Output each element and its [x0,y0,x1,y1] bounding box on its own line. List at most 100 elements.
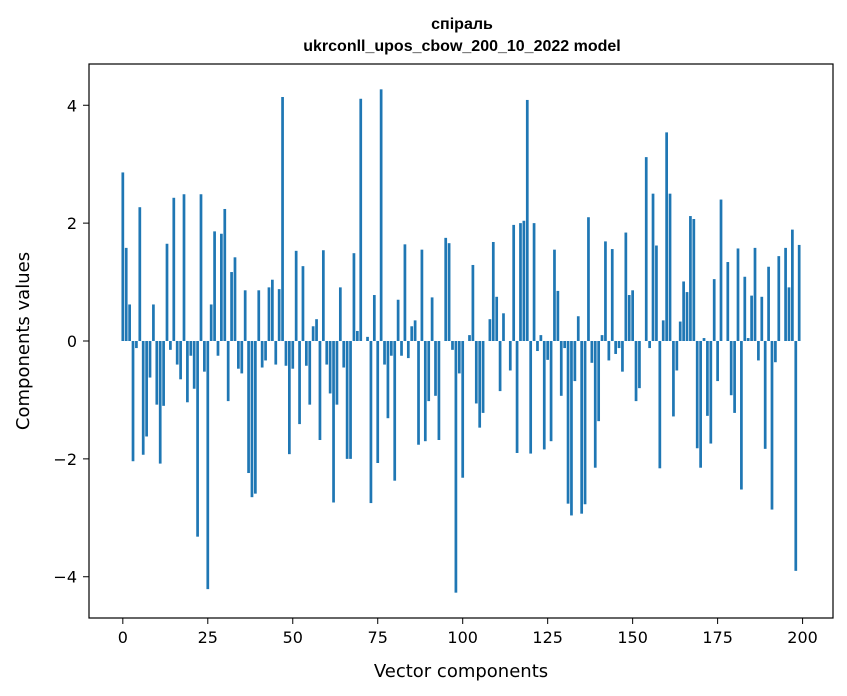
bar-8 [148,341,152,378]
bar-132 [570,341,573,516]
bar-129 [559,341,563,396]
bar-21 [192,341,196,389]
bar-155 [648,341,651,349]
bar-150 [631,290,634,341]
bar-182 [740,341,743,490]
bar-19 [186,341,189,403]
bar-126 [549,341,553,442]
y-tick-label: 4 [67,96,77,115]
bar-135 [580,341,584,514]
bar-69 [355,330,359,341]
bar-38 [250,341,254,498]
bar-175 [716,341,719,382]
bar-167 [689,216,692,341]
bar-30 [223,208,227,341]
bar-27 [213,231,216,341]
bar-151 [634,341,638,402]
bar-160 [665,132,668,341]
bar-117 [519,223,522,341]
bar-41 [260,341,264,368]
bar-75 [376,341,380,463]
bar-17 [179,341,182,380]
bar-183 [743,276,747,341]
bar-143 [607,341,611,361]
bar-55 [308,341,312,405]
bar-45 [274,341,278,365]
bar-58 [318,341,322,441]
bar-154 [644,157,648,341]
bar-72 [366,336,369,341]
bar-123 [539,335,543,341]
bar-192 [774,341,777,363]
bar-108 [488,319,492,341]
chart-subtitle: ukrconll_upos_cbow_200_10_2022 model [303,38,620,55]
bar-169 [695,341,699,449]
bar-165 [682,281,685,341]
bar-161 [668,193,672,341]
bar-119 [525,99,529,341]
bar-78 [386,341,390,419]
x-tick-label: 0 [118,628,128,647]
bar-149 [627,295,631,341]
x-tick-label: 150 [617,628,648,647]
bar-140 [597,341,601,422]
bar-180 [733,341,736,413]
bar-176 [719,199,723,341]
bar-56 [311,326,315,341]
bar-122 [536,341,539,352]
bar-168 [692,219,696,341]
bar-195 [784,247,787,341]
bar-109 [491,241,495,341]
bar-179 [729,341,733,396]
bar-162 [672,341,675,417]
bar-190 [767,266,770,341]
bar-106 [481,341,485,413]
y-axis-ticks: −4 −2 0 2 4 [53,96,89,587]
bar-99 [457,341,461,374]
bar-156 [651,193,655,341]
y-axis-label: Components values [13,252,34,430]
bar-134 [576,316,580,341]
bar-22 [196,341,199,537]
bar-121 [532,223,536,341]
bar-152 [638,341,641,389]
bar-47 [281,97,284,341]
bar-35 [240,341,244,374]
bar-196 [787,287,791,341]
bar-158 [658,341,662,469]
bar-76 [379,89,383,341]
bar-39 [254,341,257,494]
bar-144 [610,249,614,341]
bar-50 [291,341,295,369]
bar-145 [614,341,618,354]
bar-137 [587,217,590,341]
bar-5 [138,207,142,341]
bar-102 [468,335,471,341]
bar-52 [298,341,301,425]
bar-148 [624,232,628,341]
bar-36 [243,290,247,341]
bar-82 [400,341,403,356]
bar-6 [141,341,145,455]
bar-24 [203,341,206,372]
bar-178 [726,262,730,341]
bar-185 [750,295,753,341]
bar-12 [162,341,165,406]
bar-172 [706,341,709,416]
bar-73 [369,341,373,504]
bar-26 [209,304,213,341]
bar-46 [277,289,281,341]
bar-51 [294,250,298,341]
bar-157 [655,245,658,341]
x-tick-label: 75 [368,628,388,647]
bar-7 [145,341,148,437]
bar-81 [396,299,400,341]
bar-54 [304,341,308,366]
bar-49 [288,341,291,455]
bar-1 [124,247,128,341]
bar-198 [794,341,798,571]
bar-48 [284,341,288,366]
x-axis-label: Vector components [374,661,548,682]
